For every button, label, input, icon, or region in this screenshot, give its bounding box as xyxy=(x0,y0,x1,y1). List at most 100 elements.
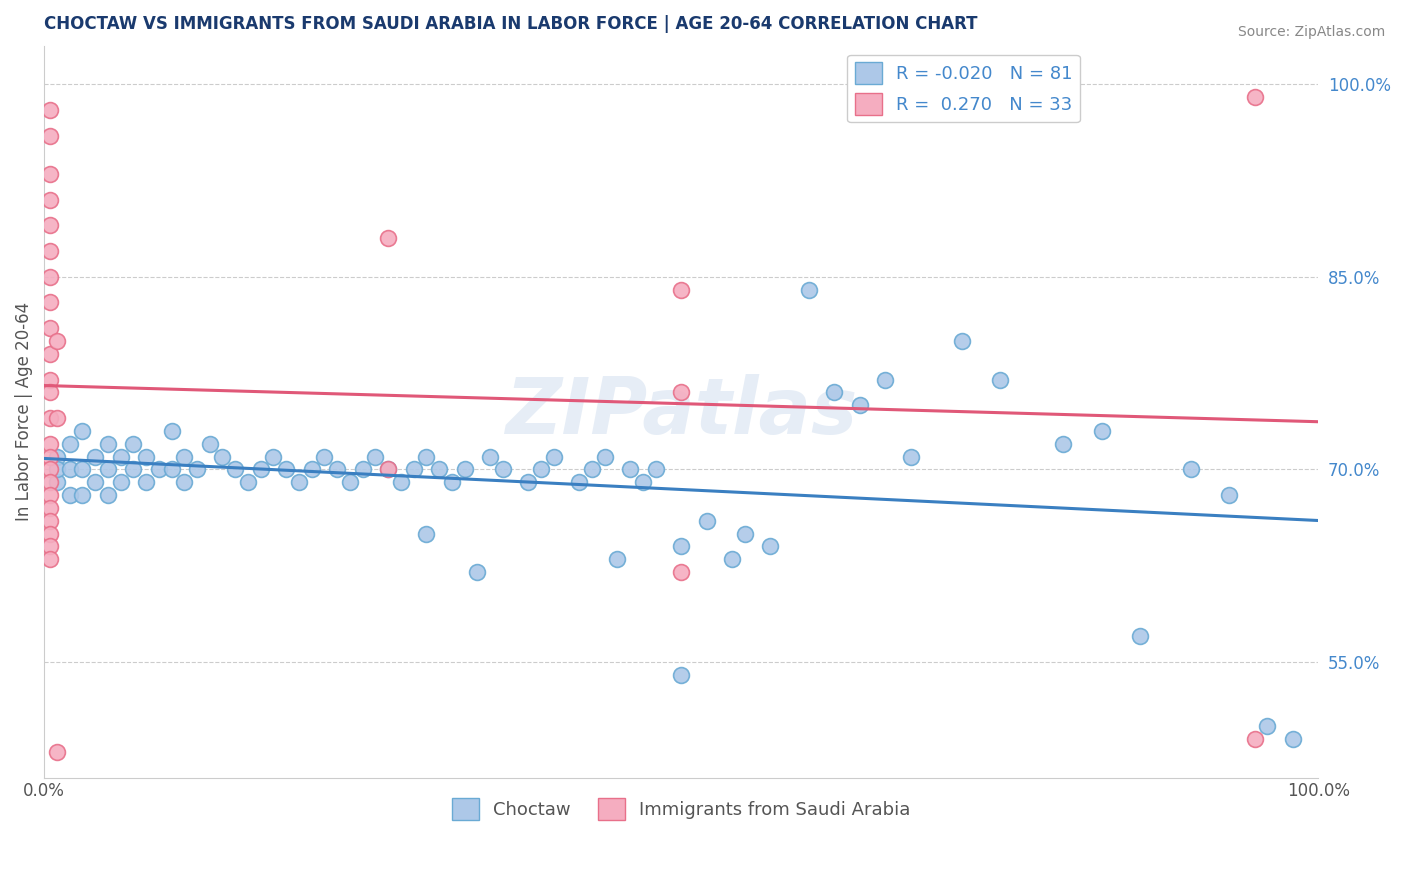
Point xyxy=(415,450,437,464)
Point xyxy=(160,424,183,438)
Point xyxy=(581,462,603,476)
Point xyxy=(39,167,62,181)
Point xyxy=(122,462,145,476)
Point xyxy=(249,462,271,476)
Point xyxy=(39,269,62,284)
Point xyxy=(160,462,183,476)
Point xyxy=(453,462,475,476)
Point xyxy=(1129,629,1152,643)
Point xyxy=(440,475,463,490)
Point xyxy=(631,475,654,490)
Point xyxy=(39,411,62,425)
Y-axis label: In Labor Force | Age 20-64: In Labor Force | Age 20-64 xyxy=(15,302,32,521)
Point xyxy=(669,540,692,554)
Point xyxy=(97,436,120,450)
Point xyxy=(734,526,756,541)
Point xyxy=(45,745,67,759)
Point xyxy=(72,462,94,476)
Point xyxy=(1052,436,1074,450)
Point xyxy=(606,552,628,566)
Point xyxy=(39,385,62,400)
Point xyxy=(84,475,107,490)
Text: ZIPatlas: ZIPatlas xyxy=(505,374,858,450)
Point xyxy=(186,462,208,476)
Point xyxy=(58,436,80,450)
Point xyxy=(39,450,62,464)
Point xyxy=(326,462,349,476)
Point xyxy=(39,347,62,361)
Point xyxy=(465,565,488,579)
Point xyxy=(389,475,412,490)
Point xyxy=(211,450,233,464)
Point xyxy=(173,475,195,490)
Point xyxy=(58,462,80,476)
Point xyxy=(1180,462,1202,476)
Point xyxy=(224,462,246,476)
Point xyxy=(352,462,374,476)
Point xyxy=(39,436,62,450)
Point xyxy=(377,231,399,245)
Point xyxy=(45,411,67,425)
Point xyxy=(669,283,692,297)
Point xyxy=(148,462,170,476)
Point xyxy=(364,450,387,464)
Point xyxy=(39,321,62,335)
Point xyxy=(517,475,540,490)
Point xyxy=(696,514,718,528)
Point xyxy=(45,334,67,348)
Point xyxy=(1218,488,1240,502)
Legend: Choctaw, Immigrants from Saudi Arabia: Choctaw, Immigrants from Saudi Arabia xyxy=(444,790,918,827)
Point xyxy=(72,488,94,502)
Point xyxy=(45,450,67,464)
Point xyxy=(58,488,80,502)
Point xyxy=(276,462,298,476)
Point xyxy=(314,450,336,464)
Point xyxy=(1281,732,1303,747)
Point xyxy=(797,283,820,297)
Point xyxy=(377,462,399,476)
Point xyxy=(543,450,565,464)
Point xyxy=(39,103,62,117)
Point xyxy=(1243,732,1265,747)
Point xyxy=(39,540,62,554)
Point xyxy=(236,475,259,490)
Point xyxy=(110,475,132,490)
Point xyxy=(39,462,62,476)
Point xyxy=(759,540,782,554)
Point xyxy=(530,462,553,476)
Point xyxy=(669,668,692,682)
Point xyxy=(301,462,323,476)
Point xyxy=(45,475,67,490)
Point xyxy=(1243,90,1265,104)
Point xyxy=(39,295,62,310)
Point xyxy=(721,552,744,566)
Point xyxy=(39,552,62,566)
Point xyxy=(198,436,221,450)
Point xyxy=(97,488,120,502)
Text: Source: ZipAtlas.com: Source: ZipAtlas.com xyxy=(1237,25,1385,39)
Point xyxy=(492,462,515,476)
Point xyxy=(39,500,62,515)
Point xyxy=(39,244,62,259)
Point xyxy=(415,526,437,541)
Point xyxy=(644,462,666,476)
Point xyxy=(900,450,922,464)
Point xyxy=(479,450,502,464)
Point xyxy=(823,385,845,400)
Point xyxy=(39,372,62,386)
Point xyxy=(39,526,62,541)
Point xyxy=(1256,719,1278,733)
Point xyxy=(619,462,641,476)
Point xyxy=(262,450,284,464)
Point xyxy=(39,475,62,490)
Point xyxy=(669,385,692,400)
Point xyxy=(288,475,311,490)
Point xyxy=(1091,424,1114,438)
Text: CHOCTAW VS IMMIGRANTS FROM SAUDI ARABIA IN LABOR FORCE | AGE 20-64 CORRELATION C: CHOCTAW VS IMMIGRANTS FROM SAUDI ARABIA … xyxy=(44,15,977,33)
Point xyxy=(848,398,870,412)
Point xyxy=(377,462,399,476)
Point xyxy=(873,372,896,386)
Point xyxy=(339,475,361,490)
Point xyxy=(427,462,450,476)
Point xyxy=(950,334,973,348)
